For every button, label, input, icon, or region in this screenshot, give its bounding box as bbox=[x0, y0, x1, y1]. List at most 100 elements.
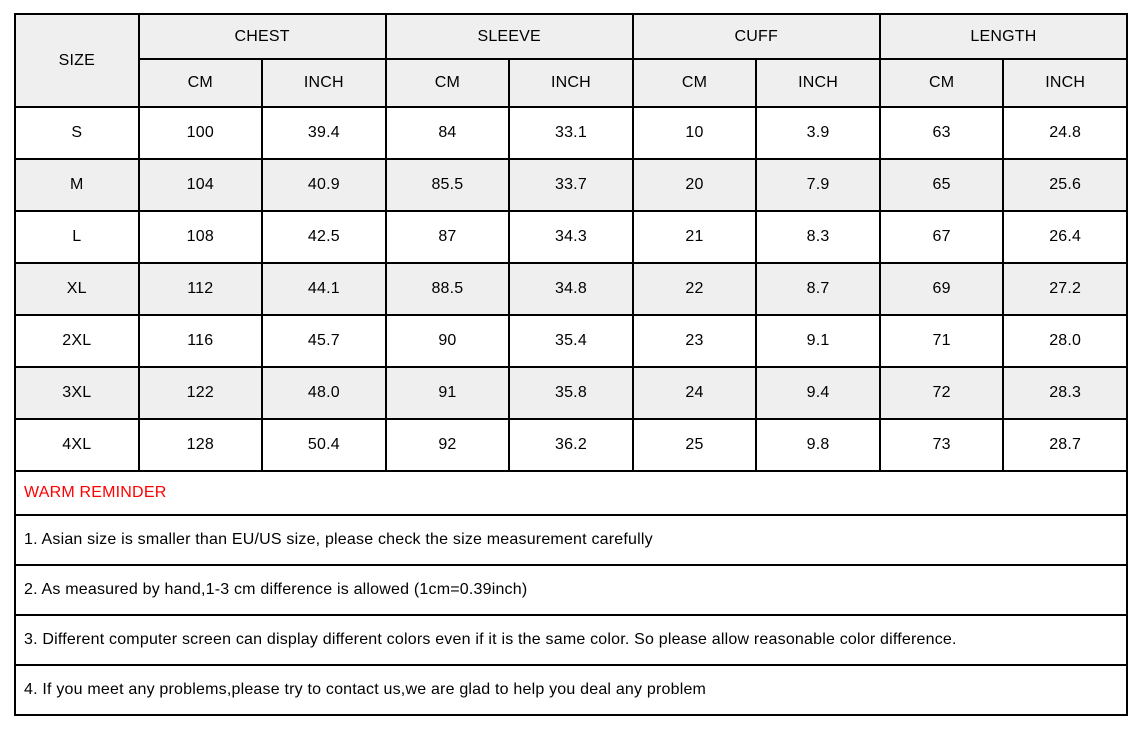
measurement-cell: 67 bbox=[878, 210, 1005, 264]
size-cell: XL bbox=[14, 262, 140, 316]
measurement-cell: 63 bbox=[878, 106, 1005, 160]
reminder-note-row-3: 3. Different computer screen can display… bbox=[14, 614, 1128, 666]
measurement-cell: 65 bbox=[878, 158, 1005, 212]
measurement-cell: 39.4 bbox=[261, 106, 387, 160]
measurement-cell: 9.4 bbox=[755, 366, 881, 420]
measurement-cell: 122 bbox=[137, 366, 264, 420]
measurement-cell: 24 bbox=[631, 366, 758, 420]
warm-reminder-title: WARM REMINDER bbox=[14, 470, 1128, 516]
measurement-cell: 9.8 bbox=[755, 418, 881, 472]
measurement-cell: 7.9 bbox=[755, 158, 881, 212]
size-row-XL: XL 112 44.1 88.5 34.8 22 8.7 69 27.2 bbox=[14, 262, 1128, 316]
table-header: SIZE CHEST SLEEVE CUFF LENGTH CM INCH CM… bbox=[14, 13, 1129, 108]
column-group-chest: CHEST bbox=[137, 13, 387, 60]
size-row-2XL: 2XL 116 45.7 90 35.4 23 9.1 71 28.0 bbox=[14, 314, 1128, 368]
reminder-section: WARM REMINDER 1. Asian size is smaller t… bbox=[14, 470, 1128, 716]
unit-header-cuff-inch: INCH bbox=[755, 58, 881, 108]
reminder-note-row-4: 4. If you meet any problems,please try t… bbox=[14, 664, 1128, 716]
measurement-cell: 23 bbox=[631, 314, 758, 368]
measurement-cell: 22 bbox=[631, 262, 758, 316]
unit-header-length-inch: INCH bbox=[1002, 58, 1128, 108]
size-row-M: M 104 40.9 85.5 33.7 20 7.9 65 25.6 bbox=[14, 158, 1128, 212]
measurement-cell: 36.2 bbox=[508, 418, 634, 472]
column-group-sleeve: SLEEVE bbox=[384, 13, 634, 60]
group-header-row: SIZE CHEST SLEEVE CUFF LENGTH bbox=[14, 13, 1129, 108]
size-row-S: S 100 39.4 84 33.1 10 3.9 63 24.8 bbox=[14, 106, 1128, 160]
measurement-cell: 72 bbox=[878, 366, 1005, 420]
measurement-cell: 48.0 bbox=[261, 366, 387, 420]
measurement-cell: 73 bbox=[878, 418, 1005, 472]
measurement-cell: 28.7 bbox=[1002, 418, 1128, 472]
reminder-note-row-1: 1. Asian size is smaller than EU/US size… bbox=[14, 514, 1128, 566]
measurement-cell: 33.7 bbox=[508, 158, 634, 212]
measurement-cell: 24.8 bbox=[1002, 106, 1128, 160]
unit-header-sleeve-inch: INCH bbox=[508, 58, 634, 108]
measurement-cell: 112 bbox=[137, 262, 264, 316]
size-cell: S bbox=[14, 106, 140, 160]
measurement-cell: 28.0 bbox=[1002, 314, 1128, 368]
measurement-cell: 25.6 bbox=[1002, 158, 1128, 212]
measurement-cell: 128 bbox=[137, 418, 264, 472]
measurement-cell: 34.3 bbox=[508, 210, 634, 264]
measurement-cell: 25 bbox=[631, 418, 758, 472]
measurement-cell: 26.4 bbox=[1002, 210, 1128, 264]
measurement-cell: 108 bbox=[137, 210, 264, 264]
unit-header-length-cm: CM bbox=[878, 58, 1005, 108]
reminder-note: 1. Asian size is smaller than EU/US size… bbox=[14, 514, 1128, 566]
measurement-cell: 8.7 bbox=[755, 262, 881, 316]
measurement-cell: 27.2 bbox=[1002, 262, 1128, 316]
measurement-cell: 116 bbox=[137, 314, 264, 368]
size-row-4XL: 4XL 128 50.4 92 36.2 25 9.8 73 28.7 bbox=[14, 418, 1128, 472]
measurement-cell: 10 bbox=[631, 106, 758, 160]
reminder-note: 3. Different computer screen can display… bbox=[14, 614, 1128, 666]
column-group-cuff: CUFF bbox=[631, 13, 881, 60]
measurement-cell: 34.8 bbox=[508, 262, 634, 316]
size-cell: M bbox=[14, 158, 140, 212]
unit-header-cuff-cm: CM bbox=[631, 58, 758, 108]
measurement-cell: 35.8 bbox=[508, 366, 634, 420]
size-cell: L bbox=[14, 210, 140, 264]
measurement-cell: 50.4 bbox=[261, 418, 387, 472]
measurement-cell: 84 bbox=[384, 106, 511, 160]
measurement-cell: 71 bbox=[878, 314, 1005, 368]
reminder-note-row-2: 2. As measured by hand,1-3 cm difference… bbox=[14, 564, 1128, 616]
measurement-cell: 8.3 bbox=[755, 210, 881, 264]
measurement-cell: 45.7 bbox=[261, 314, 387, 368]
size-cell: 2XL bbox=[14, 314, 140, 368]
size-chart-table: SIZE CHEST SLEEVE CUFF LENGTH CM INCH CM… bbox=[14, 13, 1129, 716]
unit-header-row: CM INCH CM INCH CM INCH CM INCH bbox=[15, 58, 1128, 108]
size-rows: S 100 39.4 84 33.1 10 3.9 63 24.8 M 104 40.9 85.5 33.… bbox=[14, 106, 1128, 472]
measurement-cell: 85.5 bbox=[384, 158, 511, 212]
column-group-length: LENGTH bbox=[878, 13, 1129, 60]
measurement-cell: 104 bbox=[137, 158, 264, 212]
measurement-cell: 88.5 bbox=[384, 262, 511, 316]
measurement-cell: 87 bbox=[384, 210, 511, 264]
size-cell: 4XL bbox=[14, 418, 140, 472]
measurement-cell: 33.1 bbox=[508, 106, 634, 160]
measurement-cell: 9.1 bbox=[755, 314, 881, 368]
measurement-cell: 21 bbox=[631, 210, 758, 264]
column-header-size: SIZE bbox=[14, 13, 140, 108]
measurement-cell: 44.1 bbox=[261, 262, 387, 316]
measurement-cell: 42.5 bbox=[261, 210, 387, 264]
size-row-L: L 108 42.5 87 34.3 21 8.3 67 26.4 bbox=[14, 210, 1128, 264]
measurement-cell: 35.4 bbox=[508, 314, 634, 368]
measurement-cell: 90 bbox=[384, 314, 511, 368]
measurement-cell: 3.9 bbox=[755, 106, 881, 160]
measurement-cell: 40.9 bbox=[261, 158, 387, 212]
size-cell: 3XL bbox=[14, 366, 140, 420]
size-row-3XL: 3XL 122 48.0 91 35.8 24 9.4 72 28.3 bbox=[14, 366, 1128, 420]
measurement-cell: 91 bbox=[384, 366, 511, 420]
unit-header-chest-cm: CM bbox=[137, 58, 264, 108]
unit-header-sleeve-cm: CM bbox=[384, 58, 511, 108]
measurement-cell: 69 bbox=[878, 262, 1005, 316]
reminder-note: 4. If you meet any problems,please try t… bbox=[14, 664, 1128, 716]
measurement-cell: 28.3 bbox=[1002, 366, 1128, 420]
measurement-cell: 92 bbox=[384, 418, 511, 472]
unit-header-chest-inch: INCH bbox=[261, 58, 387, 108]
reminder-note: 2. As measured by hand,1-3 cm difference… bbox=[14, 564, 1128, 616]
measurement-cell: 100 bbox=[137, 106, 264, 160]
measurement-cell: 20 bbox=[631, 158, 758, 212]
warm-reminder-row: WARM REMINDER bbox=[14, 470, 1128, 516]
